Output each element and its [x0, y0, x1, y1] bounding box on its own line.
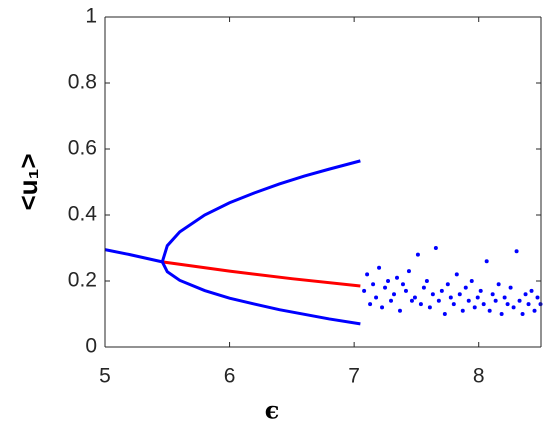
- x-tick-label: 6: [224, 365, 236, 388]
- point: [481, 302, 486, 307]
- point: [466, 298, 471, 303]
- point: [427, 305, 432, 310]
- point: [460, 308, 465, 313]
- point: [472, 305, 477, 310]
- point: [532, 308, 537, 313]
- point: [368, 302, 373, 307]
- point: [520, 312, 525, 316]
- point: [505, 302, 510, 307]
- point: [421, 285, 426, 290]
- point: [418, 302, 423, 307]
- point: [439, 288, 444, 293]
- point: [523, 292, 528, 297]
- point: [445, 282, 450, 287]
- y-axis-label: <u₁>: [13, 153, 43, 210]
- point: [374, 295, 379, 300]
- x-tick-label: 7: [348, 365, 360, 388]
- curve: [160, 159, 361, 326]
- point: [487, 308, 492, 313]
- point: [484, 259, 489, 264]
- point: [469, 279, 474, 283]
- x-tick-label: 5: [99, 365, 111, 388]
- point: [517, 298, 522, 303]
- y-tick-label: 0: [85, 335, 97, 358]
- curve: [162, 260, 361, 288]
- point: [442, 312, 447, 316]
- point: [535, 295, 540, 300]
- point: [403, 288, 408, 293]
- point: [365, 272, 370, 277]
- point: [463, 285, 468, 290]
- y-tick-label: 0.4: [68, 203, 98, 226]
- point: [424, 279, 429, 283]
- point: [529, 288, 534, 293]
- point: [508, 285, 513, 290]
- point: [371, 282, 376, 287]
- point: [454, 272, 459, 277]
- point: [490, 292, 495, 297]
- point: [380, 305, 385, 310]
- point: [389, 298, 394, 303]
- point: [397, 308, 402, 313]
- point: [526, 302, 531, 307]
- point: [400, 282, 405, 287]
- point: [412, 295, 417, 300]
- point: [406, 269, 411, 274]
- x-axis-label: ϵ: [265, 396, 280, 425]
- y-tick-label: 0.2: [68, 269, 97, 292]
- point: [451, 302, 456, 307]
- x-tick-label: 8: [473, 365, 485, 388]
- point: [478, 288, 483, 293]
- point: [377, 265, 382, 270]
- point: [514, 249, 519, 254]
- point: [436, 298, 441, 303]
- point: [386, 279, 391, 283]
- point: [392, 292, 397, 297]
- point: [394, 275, 399, 280]
- point: [383, 285, 388, 290]
- point: [511, 305, 516, 310]
- point: [448, 295, 453, 300]
- curve: [104, 248, 163, 264]
- point: [493, 298, 498, 303]
- point: [457, 292, 462, 297]
- point: [475, 295, 480, 300]
- y-tick-label: 1: [85, 5, 97, 28]
- point: [502, 295, 507, 300]
- point: [409, 298, 414, 303]
- point: [415, 252, 420, 257]
- y-tick-label: 0.8: [68, 71, 97, 94]
- point: [496, 282, 501, 287]
- point: [433, 246, 438, 250]
- point: [362, 288, 367, 293]
- point: [499, 312, 504, 316]
- y-tick-label: 0.6: [68, 137, 97, 160]
- point: [430, 292, 435, 297]
